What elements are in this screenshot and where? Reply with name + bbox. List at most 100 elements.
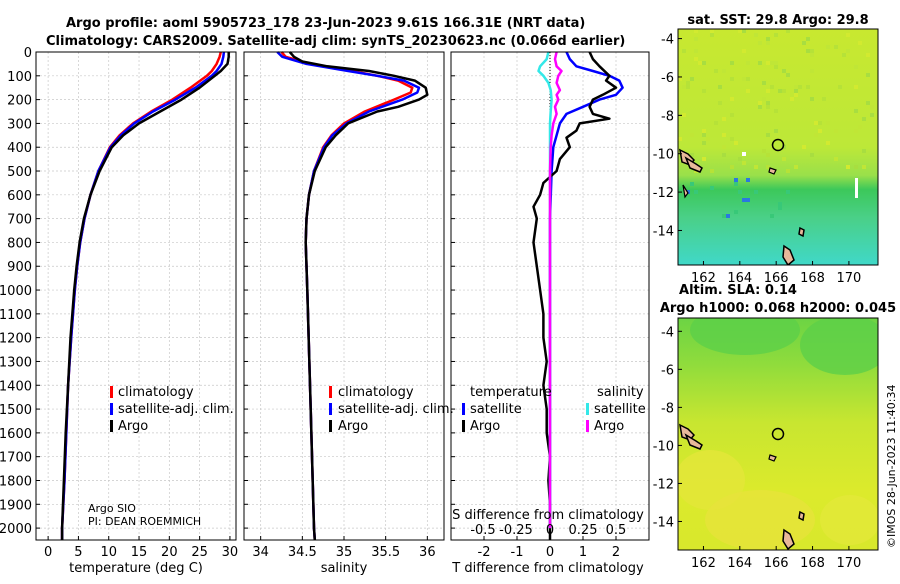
sst-pixel — [802, 41, 806, 45]
sst-pixel — [854, 85, 858, 89]
y-tick-label: -4 — [661, 33, 674, 48]
y-tick-label: -4 — [661, 325, 674, 340]
sst-pixel — [794, 85, 798, 89]
legend-title-temperature: temperature — [470, 385, 552, 400]
sst-pixel — [770, 85, 774, 89]
sst-pixel — [786, 190, 790, 194]
sst-pixel — [766, 89, 770, 93]
argo-location-marker — [771, 427, 785, 441]
sst-pixel — [782, 157, 786, 161]
figure-title-line2: Climatology: CARS2009. Satellite-adj cli… — [46, 34, 625, 49]
sst-pixel — [810, 69, 814, 73]
sst-pixel — [730, 77, 734, 81]
difference-panel: -2 -1 0 1 2 S difference from climatology -0… — [450, 51, 650, 576]
sst-pixel — [746, 198, 750, 202]
coastline-island — [768, 167, 777, 175]
sst-pixel — [694, 37, 698, 41]
sst-pixel — [822, 97, 826, 101]
sst-pixel — [742, 77, 746, 81]
sst-pixel — [690, 182, 694, 186]
legend-label-s-satellite: satellite — [594, 402, 646, 417]
credit-institution: Argo SIO — [88, 502, 136, 515]
sst-pixel — [774, 33, 778, 37]
y-tick-label: 300 — [7, 117, 32, 132]
sst-pixel — [862, 149, 866, 153]
s-tick-label: 0 — [546, 523, 554, 538]
sst-pixel — [778, 202, 782, 206]
series-line-salinity-argo — [548, 51, 563, 529]
sst-pixel — [730, 165, 734, 169]
sst-pixel — [794, 165, 798, 169]
figure-title-line1: Argo profile: aoml 5905723_178 23-Jun-20… — [66, 16, 585, 31]
coastline-island — [679, 423, 696, 441]
x-tick-label: 168 — [800, 556, 825, 571]
sla-anomaly — [690, 318, 800, 355]
y-tick-label: 0 — [24, 46, 32, 61]
difference-legend: temperature salinity satellite Argo sate… — [462, 385, 646, 434]
sst-pixel — [690, 153, 694, 157]
x-tick-label: 34.5 — [288, 545, 317, 560]
series-line-climatology — [60, 51, 223, 540]
sst-pixel — [702, 141, 706, 145]
x-tick-label: 36 — [419, 545, 436, 560]
y-tick-label: -10 — [653, 439, 674, 454]
sst-pixel — [818, 121, 822, 125]
credit-pi: PI: DEAN ROEMMICH — [88, 515, 201, 528]
x-tick-label: 170 — [836, 556, 861, 571]
legend-label-s-argo: Argo — [594, 419, 624, 434]
sst-pixel — [814, 121, 818, 125]
s-tick-label: -0.25 — [499, 523, 533, 538]
y-tick-label: 1400 — [0, 379, 32, 394]
sst-pixel — [866, 101, 870, 105]
sst-pixel — [854, 109, 858, 113]
x-tick-label: 5 — [74, 545, 82, 560]
sst-pixel — [834, 45, 838, 49]
sst-pixel — [754, 190, 758, 194]
legend-label-satellite: satellite-adj. clim. — [338, 402, 454, 417]
x-tick-label: 164 — [727, 271, 752, 286]
sst-pixel — [766, 133, 770, 137]
sst-pixel — [766, 105, 770, 109]
sst-pixel — [754, 33, 758, 37]
legend-label-climatology: climatology — [118, 385, 194, 400]
y-tick-label: 1500 — [0, 403, 32, 418]
sst-pixel — [686, 85, 690, 89]
x-tick-label: 34 — [252, 545, 269, 560]
coastline-island — [798, 226, 805, 238]
y-tick-label: -12 — [653, 477, 674, 492]
legend-marker-climatology — [329, 386, 332, 398]
y-tick-label: 900 — [7, 260, 32, 275]
y-tick-label: 1600 — [0, 427, 32, 442]
sla-map-title-line2: Argo h1000: 0.068 h2000: 0.045 — [660, 301, 896, 316]
sst-pixel — [814, 133, 818, 137]
sst-pixel — [786, 73, 790, 77]
sla-map: Altim. SLA: 0.14 Argo h1000: 0.068 h2000… — [653, 283, 896, 571]
y-tick-label: 400 — [7, 141, 32, 156]
sst-pixel — [862, 165, 866, 169]
sst-pixel — [774, 109, 778, 113]
x-tick-label: 25 — [191, 545, 208, 560]
x-tick-label: 170 — [836, 271, 861, 286]
y-tick-label: 1300 — [0, 355, 32, 370]
x-tick-label: 20 — [161, 545, 178, 560]
sst-pixel — [738, 157, 742, 161]
legend-label-t-satellite: satellite — [470, 402, 522, 417]
s-tick-label: 0.5 — [606, 523, 627, 538]
sst-map-frame — [677, 28, 879, 266]
sst-pixel — [710, 29, 714, 33]
sst-pixel — [810, 53, 814, 57]
sst-missing-data — [742, 152, 746, 156]
sst-pixel — [766, 101, 770, 105]
sst-pixel — [854, 165, 858, 169]
sst-pixel — [758, 41, 762, 45]
x-tick-label: 2 — [612, 545, 620, 560]
sst-pixel — [806, 85, 810, 89]
y-tick-label: -12 — [653, 186, 674, 201]
sst-pixel — [686, 81, 690, 85]
sst-pixel — [702, 61, 706, 65]
y-tick-label: 200 — [7, 94, 32, 109]
legend-title-salinity: salinity — [597, 385, 644, 400]
sst-pixel — [746, 77, 750, 81]
sst-pixel — [766, 41, 770, 45]
sst-pixel — [770, 61, 774, 65]
